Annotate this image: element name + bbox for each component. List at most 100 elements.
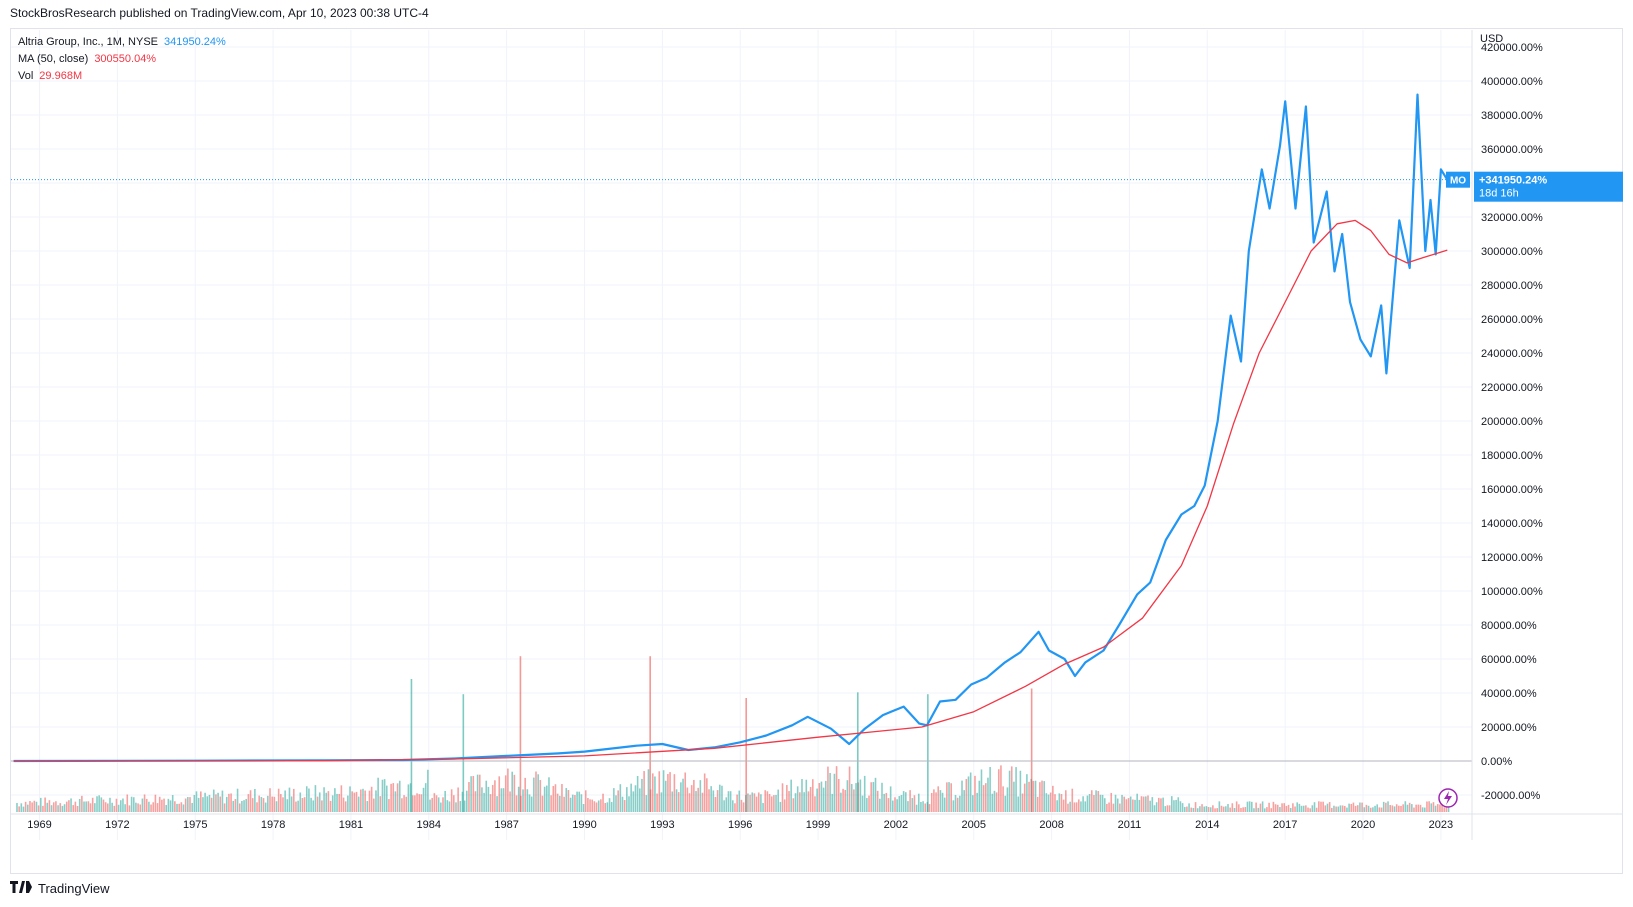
volume-bar-peak [927,694,929,812]
volume-bar [690,785,693,812]
volume-bar [59,803,62,812]
volume-bar [868,795,870,812]
volume-bar [831,793,834,812]
volume-bar [507,768,509,812]
volume-bar [872,782,875,812]
volume-bar [1149,800,1151,812]
volume-bar [600,799,602,812]
volume-bar [623,800,626,812]
volume-bar [526,789,529,812]
volume-bar [262,798,265,812]
volume-bar [178,803,180,812]
volume-bar [74,801,77,812]
x-tick-label: 1975 [183,819,207,831]
volume-bar [1423,807,1426,812]
volume-bar [660,792,663,812]
volume-bar [749,794,751,812]
volume-bar [208,794,211,812]
volume-bar [1421,807,1424,812]
legend-symbol-value: 341950.24% [164,36,226,48]
ma-line[interactable] [13,219,1448,762]
price-tag-box[interactable] [1474,171,1623,202]
lightning-icon[interactable] [1438,788,1458,808]
legend-vol-row[interactable]: Vol 29.968M [18,68,226,85]
volume-bar [1026,774,1028,812]
volume-bar [1270,808,1273,812]
volume-bar [46,802,49,812]
volume-bar [556,793,559,812]
volume-bar [1216,808,1218,812]
volume-bar [641,778,643,812]
legend: Altria Group, Inc., 1M, NYSE 341950.24% M… [18,34,226,85]
volume-bar [671,791,674,812]
volume-bar [1041,780,1043,812]
volume-bar [904,792,907,812]
volume-bar [494,780,496,812]
volume-bar [171,795,174,812]
volume-bar [193,795,196,812]
volume-bar [1075,802,1078,812]
volume-bar [219,796,222,812]
volume-bar [18,806,20,812]
volume-bar [515,795,518,812]
volume-bar [1307,807,1309,812]
volume-bar [1019,770,1022,812]
y-tick-label: 180000.00% [1481,450,1543,462]
volume-bar [708,789,710,812]
volume-bar [1166,805,1169,812]
volume-bar [70,798,72,812]
volume-bar [115,798,118,812]
volume-bar [634,785,637,812]
volume-bar [422,787,425,812]
volume-bars [16,656,1450,812]
volume-bar [264,802,267,812]
volume-bar [587,798,589,812]
footer[interactable]: TradingView [10,880,110,896]
volume-bar [632,791,635,812]
price-line[interactable] [13,93,1449,763]
volume-bar [1199,806,1201,812]
volume-bar [308,788,310,812]
volume-bar [1203,806,1206,812]
volume-bar [764,790,767,812]
volume-bar [256,802,258,812]
volume-bar [861,795,864,812]
volume-bar [1246,801,1249,812]
volume-bar [1097,791,1100,812]
volume-bar [403,795,405,812]
y-axis: 420000.00% 400000.00% 380000.00% 360000.00%… [1471,30,1543,840]
volume-bar [1192,807,1195,812]
volume-bar [1158,797,1160,812]
ticker-tag[interactable] [1446,171,1470,188]
volume-bar [187,797,189,812]
volume-bar [664,780,667,812]
volume-bar [837,778,840,812]
volume-bar [1145,796,1147,812]
volume-bar [628,796,630,812]
volume-bar [373,798,375,812]
y-tick-label: 240000.00% [1481,348,1543,360]
legend-ma-row[interactable]: MA (50, close) 300550.04% [18,51,226,68]
volume-bar [773,795,775,812]
volume-bar [788,791,790,812]
volume-bar [225,796,228,812]
volume-bar [57,805,59,812]
y-tick-label: 360000.00% [1481,144,1543,156]
volume-bar [729,791,732,812]
volume-bar [375,790,377,812]
volume-bar [1093,795,1095,812]
volume-bar [1402,804,1404,812]
volume-bar [377,777,379,812]
volume-bar [913,795,916,812]
volume-bar [1240,807,1242,812]
volume-bar [1281,803,1283,812]
volume-bar [781,783,784,812]
volume-bar [1436,804,1439,812]
volume-bar [132,797,135,812]
legend-symbol-row[interactable]: Altria Group, Inc., 1M, NYSE 341950.24% [18,34,226,51]
volume-bar [223,803,226,812]
volume-bar [1039,782,1041,812]
volume-bar [1361,802,1363,812]
volume-bar [770,796,773,812]
